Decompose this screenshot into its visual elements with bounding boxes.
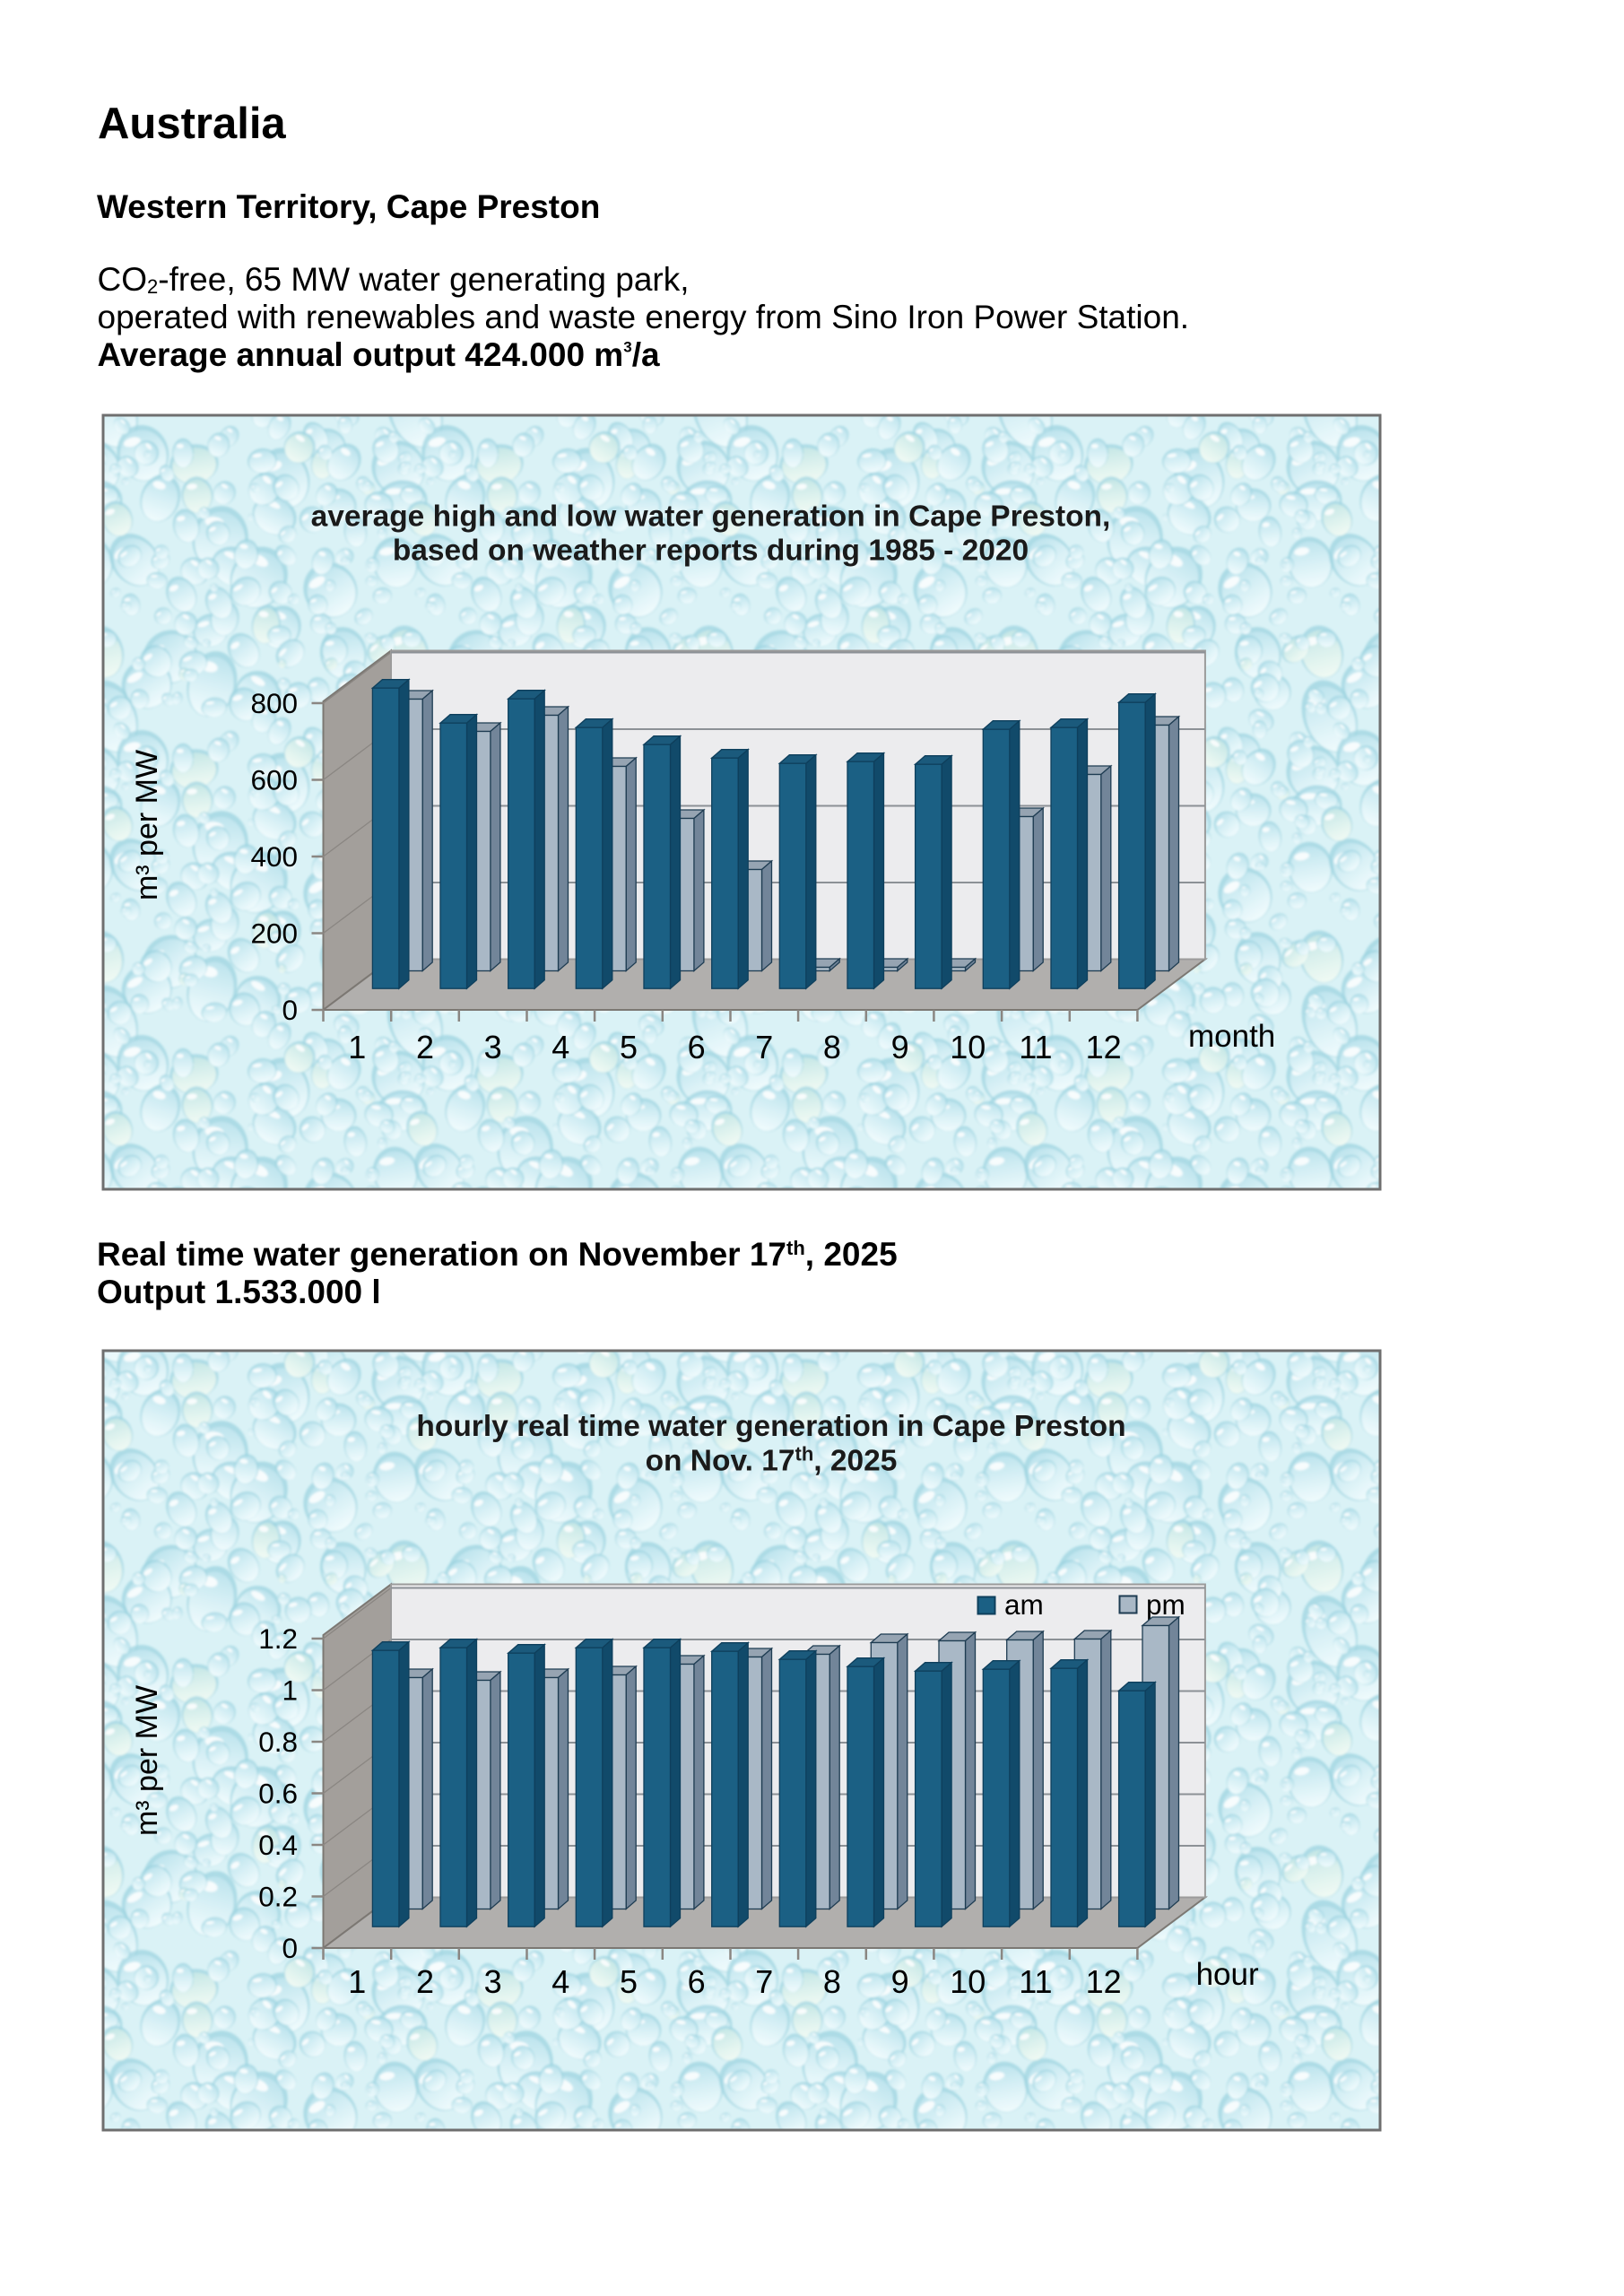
svg-text:12: 12 [1086,1029,1122,1065]
svg-text:0: 0 [282,1932,298,1964]
svg-text:0: 0 [282,994,298,1026]
svg-text:0.4: 0.4 [258,1829,298,1861]
svg-text:10: 10 [950,1963,986,2000]
svg-text:average high and low water gen: average high and low water generation in… [311,500,1111,534]
svg-text:9: 9 [891,1029,909,1065]
svg-text:on Nov. 17th, 2025: on Nov. 17th, 2025 [646,1443,898,1478]
svg-text:3: 3 [484,1963,502,2000]
svg-text:6: 6 [688,1963,706,2000]
svg-text:m³ per MW: m³ per MW [130,1685,164,1836]
svg-text:9: 9 [891,1963,909,2000]
svg-text:11: 11 [1019,1029,1052,1065]
svg-text:0.2: 0.2 [258,1881,298,1913]
svg-text:400: 400 [250,840,298,873]
svg-text:0.8: 0.8 [258,1726,298,1758]
svg-text:hourly real time water generat: hourly real time water generation in Cap… [416,1410,1125,1443]
svg-text:based on weather reports durin: based on weather reports during 1985 - 2… [393,535,1029,568]
svg-text:600: 600 [250,764,298,796]
svg-text:1: 1 [348,1963,366,2000]
svg-text:2: 2 [416,1963,434,2000]
svg-text:3: 3 [484,1029,502,1065]
svg-text:pm: pm [1146,1588,1185,1621]
svg-text:6: 6 [688,1029,706,1065]
svg-text:8: 8 [823,1963,841,2000]
svg-text:m³ per MW: m³ per MW [130,750,164,900]
svg-text:800: 800 [250,687,298,719]
svg-text:5: 5 [620,1963,638,2000]
svg-text:1: 1 [282,1674,298,1707]
svg-text:am: am [1004,1588,1044,1621]
svg-text:hour: hour [1196,1957,1259,1992]
svg-text:5: 5 [620,1029,638,1065]
svg-text:1: 1 [348,1029,366,1065]
svg-text:4: 4 [551,1963,569,2000]
svg-text:1.2: 1.2 [258,1622,298,1655]
svg-text:10: 10 [950,1029,986,1065]
svg-text:8: 8 [823,1029,841,1065]
svg-text:7: 7 [755,1029,773,1065]
svg-text:4: 4 [551,1029,569,1065]
svg-text:2: 2 [416,1029,434,1065]
svg-text:month: month [1188,1019,1275,1054]
svg-text:12: 12 [1086,1963,1122,2000]
svg-text:0.6: 0.6 [258,1778,298,1810]
svg-text:11: 11 [1019,1963,1052,2000]
svg-text:7: 7 [755,1963,773,2000]
svg-text:200: 200 [250,918,298,950]
